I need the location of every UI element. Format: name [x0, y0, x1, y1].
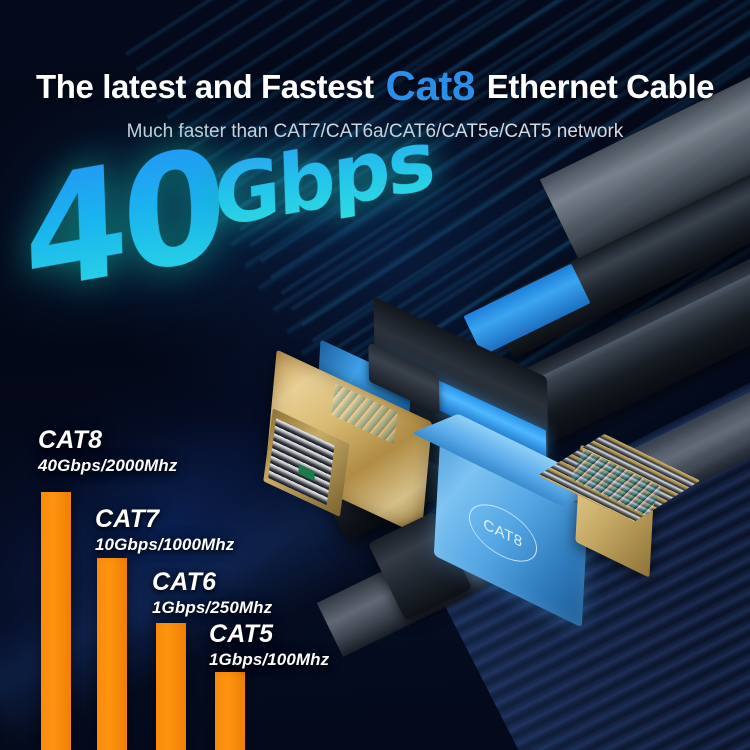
rj45-connector-blue: CAT8: [367, 413, 750, 650]
bar-cat7: [97, 558, 127, 750]
page-title: The latest and Fastest Cat8 Ethernet Cab…: [0, 65, 750, 107]
bar-label-cat7-title: CAT7: [95, 505, 160, 533]
bar-label-cat6-spec: 1Gbps/250Mhz: [152, 598, 273, 617]
bar-label-cat5-title: CAT5: [209, 620, 274, 648]
bar-label-cat8-title: CAT8: [38, 426, 103, 454]
title-accent-cat8: Cat8: [385, 62, 476, 109]
bar-label-cat7-spec: 10Gbps/1000Mhz: [95, 535, 235, 554]
bar-label-cat6-title: CAT6: [152, 568, 217, 596]
page-subtitle: Much faster than CAT7/CAT6a/CAT6/CAT5e/C…: [126, 121, 624, 142]
cat8-badge-label: CAT8: [482, 515, 524, 551]
bar-label-cat5-spec: 1Gbps/100Mhz: [209, 650, 330, 669]
bar-label-cat8-spec: 40Gbps/2000Mhz: [38, 456, 178, 475]
bar-cat6: [156, 623, 186, 750]
title-part-2: Ethernet Cable: [486, 68, 715, 105]
bar-cat5: [215, 672, 245, 750]
title-part-1: The latest and Fastest: [35, 68, 374, 105]
bar-cat8: [41, 492, 71, 750]
